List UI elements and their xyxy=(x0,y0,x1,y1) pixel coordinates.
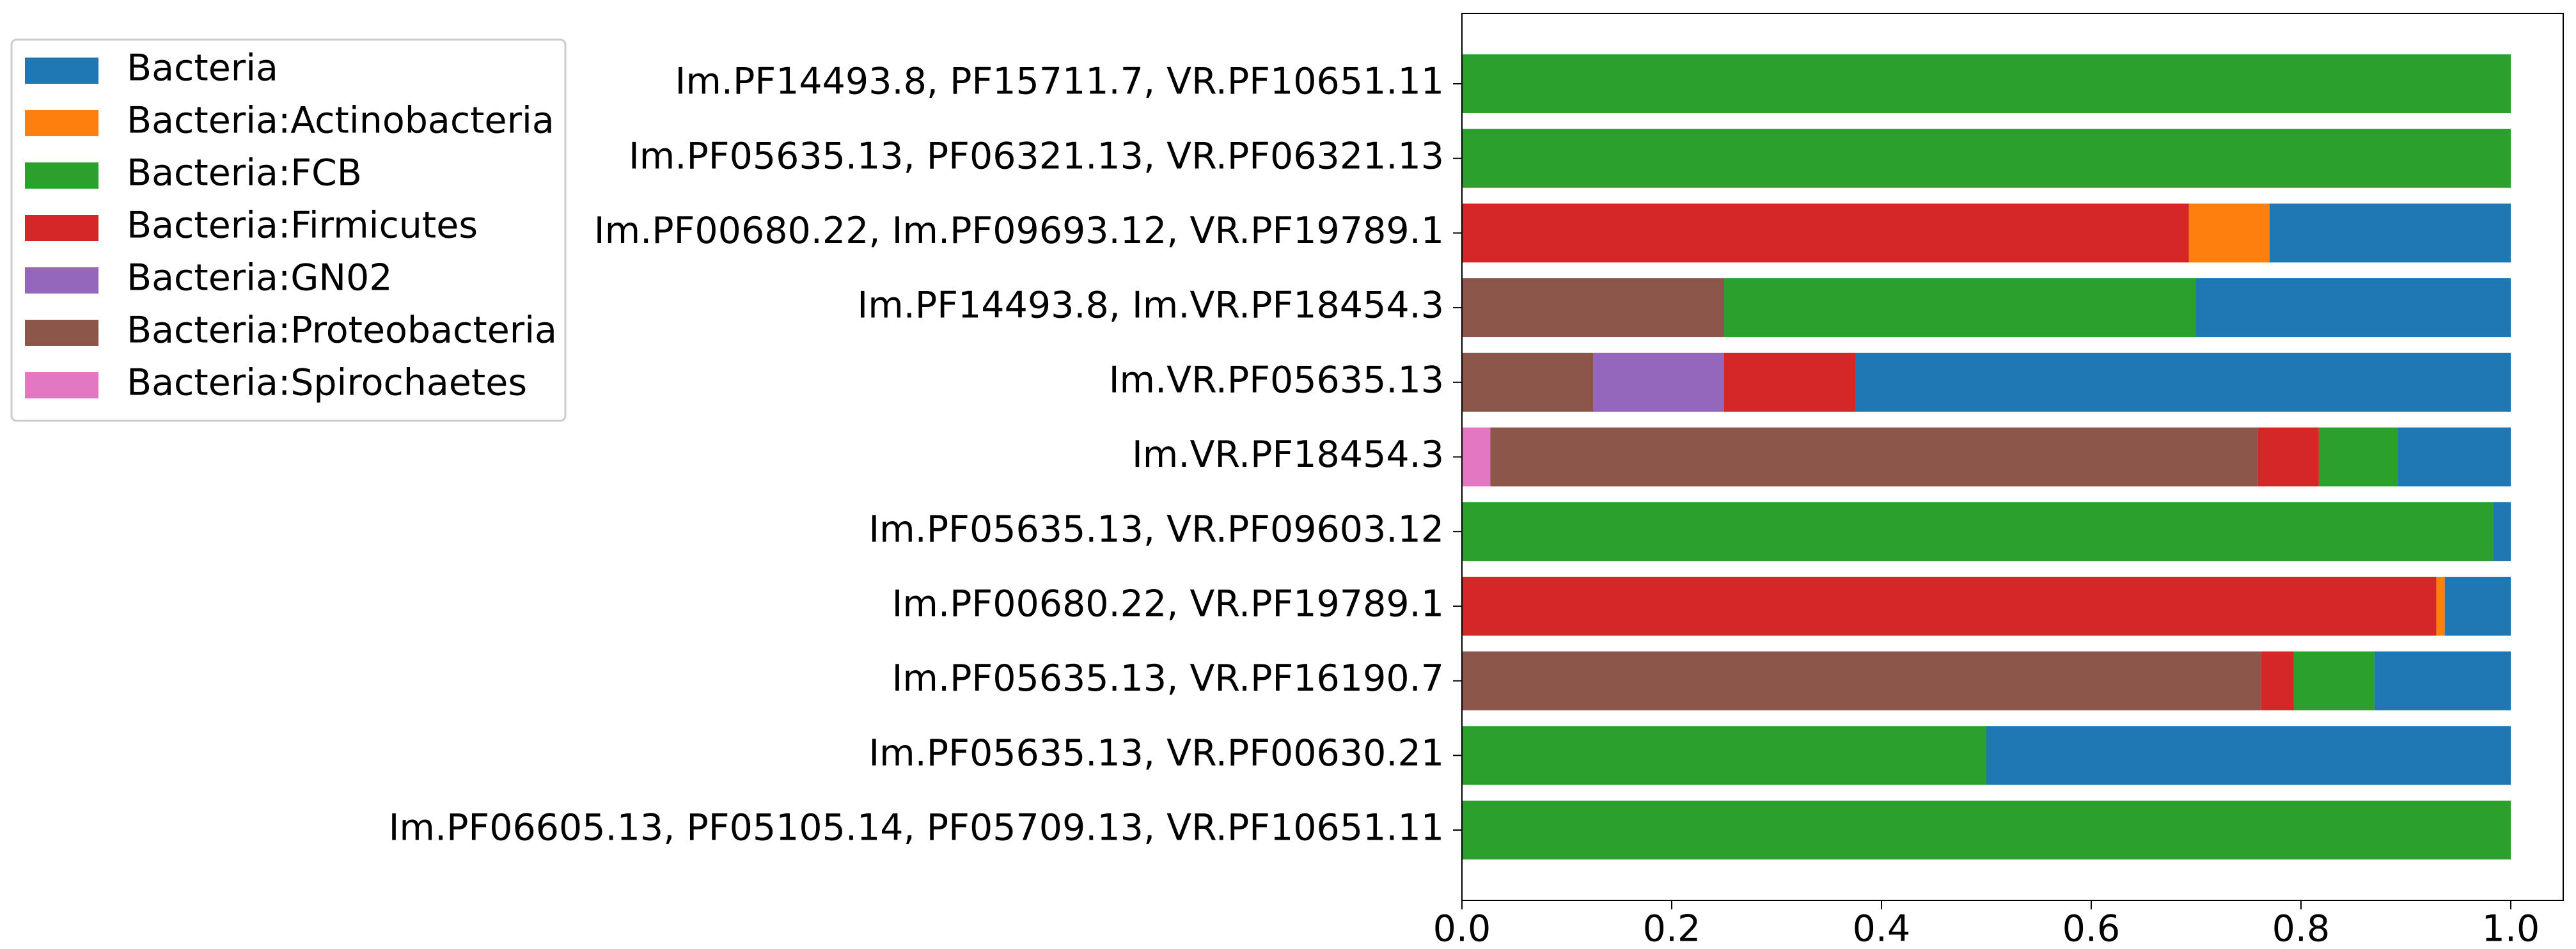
bar-segment xyxy=(1593,352,1724,412)
y-tick-label: Im.VR.PF05635.13 xyxy=(1109,359,1444,401)
legend-label: Bacteria:FCB xyxy=(127,152,362,194)
bar-segment xyxy=(1462,651,2261,710)
bar-segment xyxy=(1986,726,2511,785)
y-tick-label: Im.PF05635.13, VR.PF00630.21 xyxy=(868,732,1444,774)
legend-label: Bacteria:Actinobacteria xyxy=(127,100,554,142)
bar-segment xyxy=(2493,502,2511,561)
bar-segment xyxy=(1462,502,2494,561)
bar-segment xyxy=(1462,352,1593,412)
bar-segment xyxy=(1462,278,1724,338)
x-tick-label: 1.0 xyxy=(2482,908,2540,949)
x-tick-label: 0.2 xyxy=(1643,908,1701,949)
legend-swatch xyxy=(25,58,98,84)
legend-swatch xyxy=(25,372,98,398)
bar-segment xyxy=(2444,576,2511,636)
bar-segment xyxy=(1462,801,2511,859)
x-tick-label: 0.4 xyxy=(1853,908,1911,949)
y-tick-label: Im.PF14493.8, Im.VR.PF18454.3 xyxy=(857,285,1444,327)
y-tick-label: Im.PF00680.22, Im.PF09693.12, VR.PF19789… xyxy=(594,210,1444,252)
y-tick-label: Im.PF06605.13, PF05105.14, PF05709.13, V… xyxy=(389,807,1444,849)
y-tick-label: Im.PF00680.22, VR.PF19789.1 xyxy=(892,583,1444,625)
bar-segment xyxy=(1462,427,1491,487)
bar-segment xyxy=(1490,427,2258,487)
legend-swatch xyxy=(25,162,98,189)
x-tick-label: 0.6 xyxy=(2062,908,2121,949)
y-tick-label: Im.PF14493.8, PF15711.7, VR.PF10651.11 xyxy=(675,61,1444,103)
bar-segment xyxy=(2261,651,2294,710)
bar-segment xyxy=(2374,651,2511,710)
legend-swatch xyxy=(25,110,98,136)
bar-segment xyxy=(2318,427,2398,487)
legend-box xyxy=(10,38,567,422)
bar-segment xyxy=(2269,203,2511,263)
bar-segment xyxy=(1462,54,2511,113)
bar-segment xyxy=(2196,278,2511,338)
legend-label: Bacteria:Firmicutes xyxy=(127,205,478,247)
bar-segment xyxy=(1724,352,1855,412)
bar-segment xyxy=(2293,651,2375,710)
bar-segment xyxy=(2436,576,2445,636)
bar-segment xyxy=(1855,352,2511,412)
y-tick-label: Im.PF05635.13, PF06321.13, VR.PF06321.13 xyxy=(629,135,1444,177)
x-tick-label: 0.8 xyxy=(2272,908,2330,949)
bar-segment xyxy=(2258,427,2319,487)
y-tick-label: Im.PF05635.13, VR.PF16190.7 xyxy=(892,657,1444,700)
plot-frame xyxy=(1461,13,2564,901)
y-tick-label: Im.PF05635.13, VR.PF09603.12 xyxy=(868,508,1444,551)
bar-segment xyxy=(2188,203,2270,263)
bar-segment xyxy=(1462,576,2437,636)
y-tick-label: Im.VR.PF18454.3 xyxy=(1132,434,1444,476)
bar-segment xyxy=(1462,203,2189,263)
legend-swatch xyxy=(25,267,98,294)
legend-swatch xyxy=(25,320,98,346)
legend-label: Bacteria xyxy=(127,47,278,90)
legend-swatch xyxy=(25,215,98,241)
bar-segment xyxy=(1462,129,2511,188)
legend-label: Bacteria:GN02 xyxy=(127,257,393,299)
bar-segment xyxy=(1724,278,2196,338)
bar-segment xyxy=(2397,427,2511,487)
bar-segment xyxy=(1462,726,1986,785)
legend-label: Bacteria:Proteobacteria xyxy=(127,310,557,352)
x-tick-label: 0.0 xyxy=(1433,908,1491,949)
legend-label: Bacteria:Spirochaetes xyxy=(127,362,527,404)
